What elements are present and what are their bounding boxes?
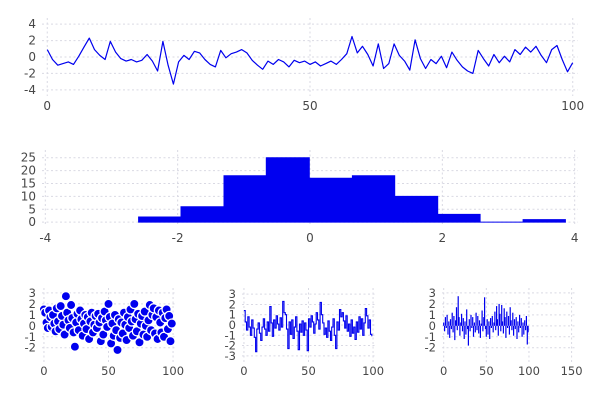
y-tick-label: 25: [21, 151, 36, 165]
y-tick-label: -2: [425, 341, 436, 355]
x-tick-label: 4: [571, 231, 579, 245]
y-tick-label: 5: [28, 202, 36, 216]
y-tick-label: 0: [28, 215, 36, 229]
x-tick-label: 50: [302, 99, 317, 113]
x-tick-label: -4: [39, 231, 51, 245]
x-tick-label: -2: [172, 231, 184, 245]
x-tick-label: 100: [362, 364, 384, 378]
y-tick-label: 10: [21, 189, 36, 203]
x-tick-label: 100: [518, 364, 540, 378]
y-tick-label: 2: [429, 297, 436, 311]
step-line: [243, 300, 373, 353]
x-tick-label: 0: [40, 364, 47, 378]
y-tick-label: 20: [21, 164, 36, 178]
y-tick-label: -3: [225, 349, 236, 363]
y-tick-label: -2: [225, 339, 236, 353]
x-tick-label: 0: [306, 231, 314, 245]
scatter-points: [38, 290, 178, 356]
x-tick-label: 0: [440, 364, 447, 378]
histogram-bars: [138, 157, 566, 223]
x-tick-label: 0: [240, 364, 247, 378]
y-tick-label: 0: [429, 319, 436, 333]
y-tick-label: -1: [225, 328, 236, 342]
y-tick-label: 2: [28, 34, 36, 48]
y-tick-label: 1: [229, 308, 236, 322]
y-tick-label: 0: [28, 50, 36, 64]
y-tick-label: -4: [24, 83, 36, 97]
x-tick-label: 100: [561, 99, 584, 113]
y-tick-label: 3: [429, 286, 436, 300]
x-tick-label: 50: [301, 364, 316, 378]
x-tick-label: 50: [101, 364, 116, 378]
x-tick-label: 150: [561, 364, 583, 378]
y-tick-label: -2: [25, 341, 36, 355]
y-tick-label: -1: [25, 330, 36, 344]
y-tick-label: 3: [29, 286, 36, 300]
x-tick-label: 100: [162, 364, 184, 378]
y-tick-label: 1: [429, 308, 436, 322]
stem-lines: [443, 296, 529, 346]
y-tick-label: 4: [28, 17, 36, 31]
tick-labels-timeseries: 0 50 100 4 2 0 -2 -4: [24, 17, 584, 113]
y-tick-label: 2: [229, 297, 236, 311]
y-tick-label: 0: [29, 319, 36, 333]
x-tick-label: 50: [479, 364, 494, 378]
y-tick-label: 1: [29, 308, 36, 322]
gridlines-timeseries: [42, 18, 578, 96]
y-tick-label: 0: [229, 318, 236, 332]
x-tick-label: 0: [43, 99, 51, 113]
timeseries-line: [46, 35, 574, 85]
y-tick-label: 15: [21, 176, 36, 190]
x-tick-label: 2: [439, 231, 447, 245]
timeseries-line-subplot: 0 50 100 4 2 0 -2 -4: [24, 17, 584, 113]
y-tick-label: 3: [229, 287, 236, 301]
y-tick-label: -1: [425, 330, 436, 344]
y-tick-label: -2: [24, 66, 36, 80]
y-tick-label: 2: [29, 297, 36, 311]
